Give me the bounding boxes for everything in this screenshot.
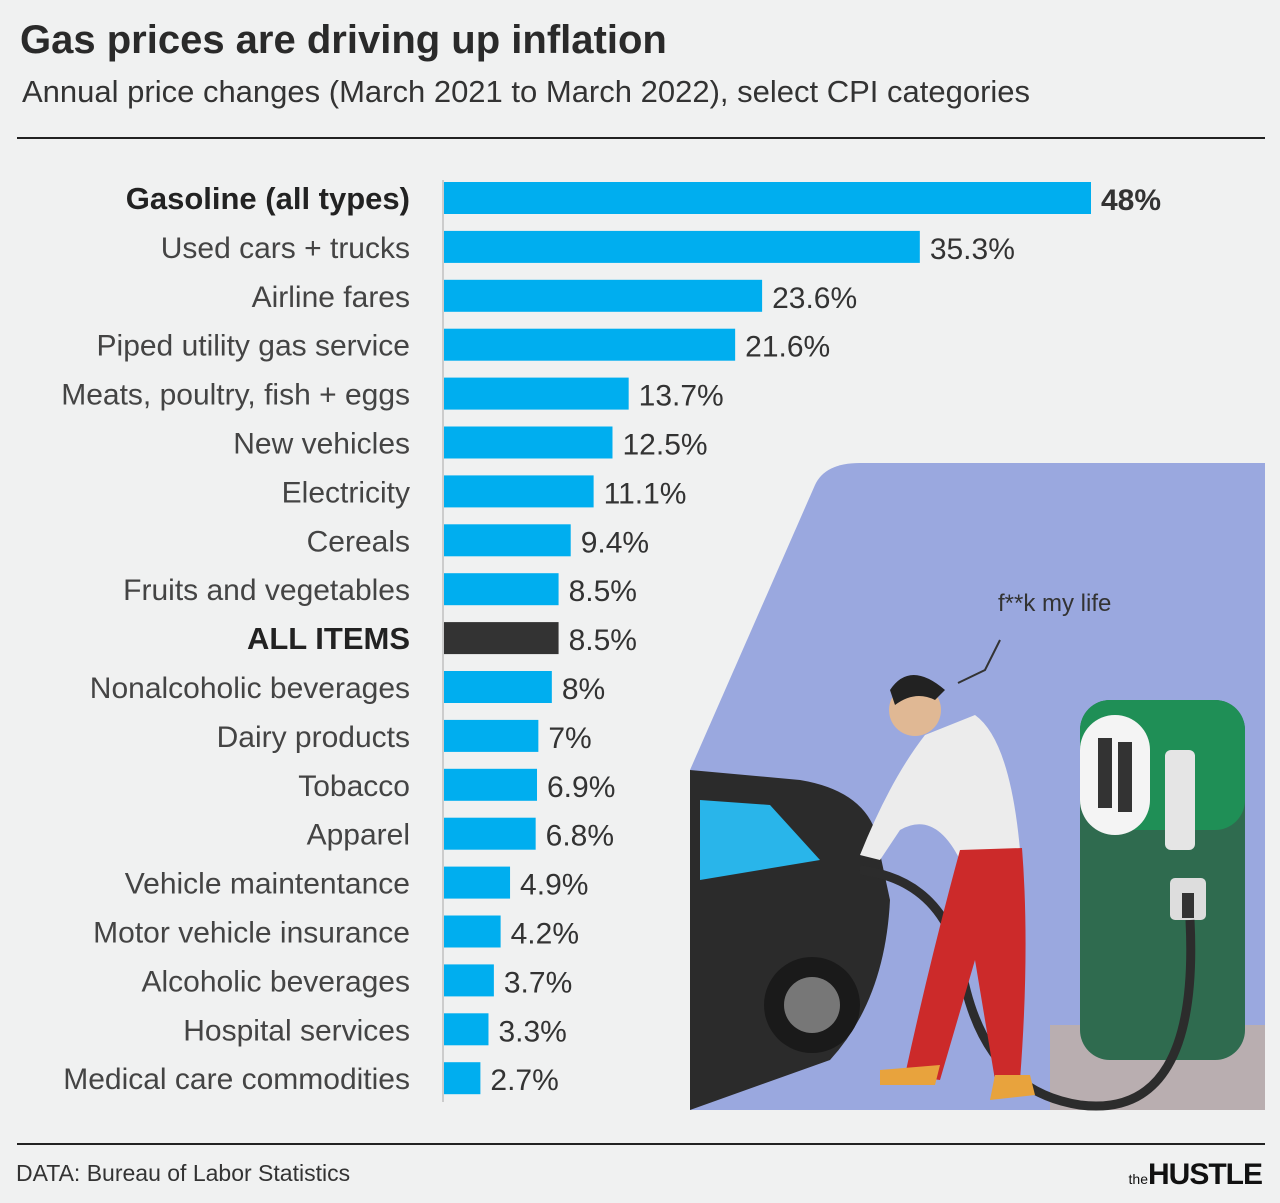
logo-the: the (1128, 1171, 1148, 1187)
bar (444, 915, 501, 948)
bar (444, 573, 559, 606)
illustration (690, 463, 1265, 1111)
bar (444, 426, 613, 459)
value-label: 35.3% (930, 233, 1015, 266)
value-label: 2.7% (490, 1064, 558, 1097)
value-label: 4.9% (520, 869, 588, 902)
value-label: 11.1% (604, 477, 687, 510)
category-label: Gasoline (all types) (126, 181, 410, 216)
bar (444, 328, 736, 361)
value-label: 9.4% (581, 526, 649, 559)
value-label: 23.6% (772, 282, 857, 315)
value-label: 7% (548, 722, 591, 755)
logo-hustle: HUSTLE (1148, 1158, 1263, 1191)
value-label: 48% (1101, 184, 1161, 217)
category-label: Tobacco (298, 770, 410, 803)
category-label: Nonalcoholic beverages (90, 672, 410, 705)
category-label: Medical care commodities (63, 1063, 410, 1096)
category-label: Meats, poultry, fish + eggs (61, 379, 410, 412)
bar (444, 719, 539, 752)
bar (444, 866, 511, 899)
category-label: Motor vehicle insurance (93, 917, 410, 950)
category-label: Hospital services (183, 1014, 410, 1047)
value-label: 12.5% (622, 429, 707, 462)
value-label: 8.5% (569, 575, 637, 608)
bar (444, 964, 494, 997)
chart-title: Gas prices are driving up inflation (20, 18, 667, 62)
category-label: Fruits and vegetables (123, 574, 410, 607)
category-label: Electricity (282, 476, 410, 509)
gas-pump-icon (1080, 700, 1245, 1060)
value-label: 21.6% (745, 331, 830, 364)
top-divider (17, 137, 1265, 139)
bar (444, 768, 538, 801)
man-icon (860, 639, 1035, 1100)
chart-subtitle: Annual price changes (March 2021 to Marc… (22, 74, 1031, 109)
value-label: 13.7% (639, 380, 724, 413)
bar (444, 1013, 489, 1046)
bar (444, 622, 559, 655)
bar (444, 1062, 481, 1095)
category-label: ALL ITEMS (247, 621, 410, 656)
bar (444, 182, 1091, 214)
category-label: Piped utility gas service (97, 330, 410, 363)
category-label: Apparel (307, 819, 410, 852)
source-note: DATA: Bureau of Labor Statistics (16, 1160, 351, 1186)
category-label: New vehicles (233, 428, 410, 461)
value-label: 6.9% (547, 771, 615, 804)
category-label: Airline fares (252, 281, 410, 314)
bar (444, 377, 629, 410)
speech-bubble-text: f**k my life (998, 590, 1112, 617)
category-label: Alcoholic beverages (142, 965, 411, 998)
value-label: 8% (562, 673, 605, 706)
bar (444, 817, 536, 850)
bar (444, 524, 571, 557)
bar (444, 475, 594, 508)
category-label: Vehicle maintentance (125, 868, 410, 901)
bar (444, 671, 552, 703)
bottom-divider (17, 1143, 1265, 1145)
category-label: Dairy products (217, 721, 410, 754)
hustle-logo: theHUSTLE (1128, 1158, 1263, 1192)
category-label: Used cars + trucks (161, 232, 410, 265)
car-icon (690, 770, 890, 1110)
value-label: 3.7% (504, 966, 572, 999)
bar (444, 279, 763, 312)
category-label: Cereals (307, 525, 410, 558)
value-label: 3.3% (498, 1015, 566, 1048)
value-label: 6.8% (546, 820, 614, 853)
bar (444, 230, 920, 263)
value-label: 8.5% (569, 624, 637, 657)
value-label: 4.2% (511, 918, 579, 951)
